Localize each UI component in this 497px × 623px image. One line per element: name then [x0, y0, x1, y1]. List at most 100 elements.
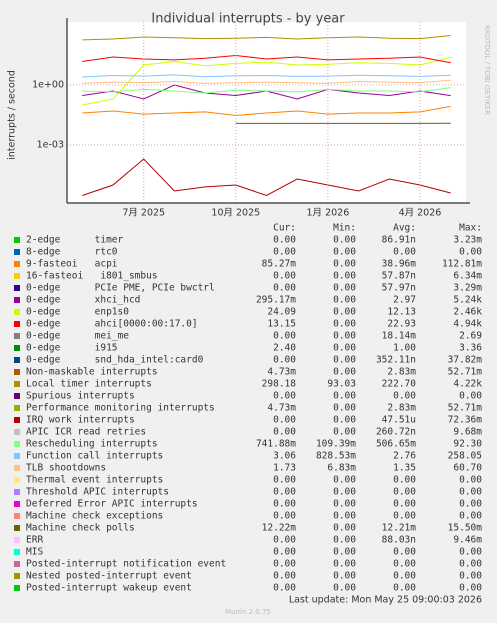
legend-value: 4.73m — [267, 367, 296, 378]
legend-value: 37.82m — [448, 355, 483, 366]
legend-label: Machine check exceptions — [26, 511, 163, 522]
legend-value: 0.00 — [393, 511, 416, 522]
legend-value: 0.00 — [459, 511, 482, 522]
legend-value: 1.35 — [393, 463, 416, 474]
legend-value: 0.00 — [333, 283, 356, 294]
column-header: Max: — [459, 223, 482, 234]
legend-value: 741.88m — [256, 439, 296, 450]
x-tick-label: 1月 2026 — [307, 208, 350, 219]
legend-label: APIC ICR read retries — [26, 427, 146, 438]
legend-label: 0-edge snd_hda_intel:card0 — [26, 355, 204, 366]
legend-value: 260.72n — [376, 427, 416, 438]
y-axis-label: interrupts / second — [7, 70, 18, 160]
legend-value: 60.70 — [453, 463, 482, 474]
legend-value: 18.14m — [382, 331, 417, 342]
legend-value: 9.68m — [453, 427, 482, 438]
legend-value: 0.00 — [273, 499, 296, 510]
legend-value: 0.00 — [273, 235, 296, 246]
column-header: Min: — [333, 223, 356, 234]
legend-value: 2.46k — [453, 307, 482, 318]
legend-swatch — [14, 465, 20, 471]
legend-value: 52.71m — [448, 403, 483, 414]
legend-value: 0.00 — [393, 571, 416, 582]
legend-swatch — [14, 381, 20, 387]
legend-value: 0.00 — [393, 547, 416, 558]
legend-value: 2.40 — [273, 343, 296, 354]
legend-value: 0.00 — [333, 343, 356, 354]
legend-value: 1.00 — [393, 343, 416, 354]
legend-value: 0.00 — [333, 475, 356, 486]
legend-value: 24.09 — [267, 307, 296, 318]
legend-swatch — [14, 405, 20, 411]
legend-value: 85.27m — [262, 259, 297, 270]
legend-value: 0.00 — [333, 367, 356, 378]
legend-value: 0.00 — [333, 523, 356, 534]
legend-label: 0-edge enp1s0 — [26, 307, 129, 318]
legend-value: 0.00 — [393, 487, 416, 498]
legend-swatch — [14, 525, 20, 531]
legend-value: 13.15 — [267, 319, 296, 330]
legend-label: 8-edge rtc0 — [26, 247, 118, 258]
legend-swatch — [14, 489, 20, 495]
legend-value: 3.23m — [453, 235, 482, 246]
legend-swatch — [14, 417, 20, 423]
legend-swatch — [14, 501, 20, 507]
legend-value: 0.00 — [459, 547, 482, 558]
legend-swatch — [14, 369, 20, 375]
legend-swatch — [14, 537, 20, 543]
legend-value: 0.00 — [333, 235, 356, 246]
legend-value: 0.00 — [333, 559, 356, 570]
legend-swatch — [14, 453, 20, 459]
legend-value: 4.94k — [453, 319, 482, 330]
legend-value: 0.00 — [459, 559, 482, 570]
legend-label: Rescheduling interrupts — [26, 439, 158, 450]
legend-label: ERR — [26, 535, 43, 546]
y-tick-label: 1e+00 — [32, 80, 64, 91]
chart-title: Individual interrupts - by year — [151, 12, 345, 27]
legend-swatch — [14, 345, 20, 351]
legend-swatch — [14, 309, 20, 315]
legend-value: 0.00 — [273, 583, 296, 594]
series-line — [82, 87, 451, 94]
legend-value: 6.83m — [327, 463, 356, 474]
legend-value: 57.87n — [382, 271, 416, 282]
legend-label: 0-edge PCIe PME, PCIe bwctrl — [26, 283, 215, 294]
legend-value: 22.93 — [387, 319, 416, 330]
legend-value: 0.00 — [333, 271, 356, 282]
legend-swatch — [14, 549, 20, 555]
legend-value: 0.00 — [459, 499, 482, 510]
legend-label: 0-edge mei_me — [26, 331, 129, 342]
legend-swatch — [14, 477, 20, 483]
legend-label: TLB shootdowns — [26, 463, 106, 474]
legend-value: 0.00 — [273, 271, 296, 282]
legend-value: 93.03 — [327, 379, 356, 390]
legend-value: 0.00 — [333, 487, 356, 498]
legend-label: Thermal event interrupts — [26, 475, 163, 486]
x-tick-label: 10月 2025 — [211, 208, 260, 219]
legend-value: 0.00 — [273, 391, 296, 402]
legend-swatch — [14, 273, 20, 279]
legend-swatch — [14, 441, 20, 447]
legend-value: 2.69 — [459, 331, 482, 342]
legend-value: 0.00 — [273, 247, 296, 258]
legend-label: 16-fasteoi i801_smbus — [26, 271, 158, 282]
legend-value: 298.18 — [262, 379, 297, 390]
legend-label: Non-maskable interrupts — [26, 367, 158, 378]
legend-value: 4.73m — [267, 403, 296, 414]
legend-value: 0.00 — [273, 535, 296, 546]
legend-value: 222.70 — [382, 379, 417, 390]
legend-value: 12.22m — [262, 523, 297, 534]
series-line — [82, 105, 451, 117]
footer: Munin 2.0.75 — [225, 608, 271, 616]
legend-value: 88.03n — [382, 535, 416, 546]
legend-value: 2.83m — [387, 367, 416, 378]
legend-label: Deferred Error APIC interrupts — [26, 499, 198, 510]
legend-value: 12.13 — [387, 307, 416, 318]
legend-value: 0.00 — [273, 355, 296, 366]
legend-label: IRQ work interrupts — [26, 415, 135, 426]
legend-value: 0.00 — [273, 283, 296, 294]
legend-label: 9-fasteoi acpi — [26, 259, 118, 270]
legend-value: 0.00 — [273, 547, 296, 558]
legend-value: 0.00 — [333, 571, 356, 582]
